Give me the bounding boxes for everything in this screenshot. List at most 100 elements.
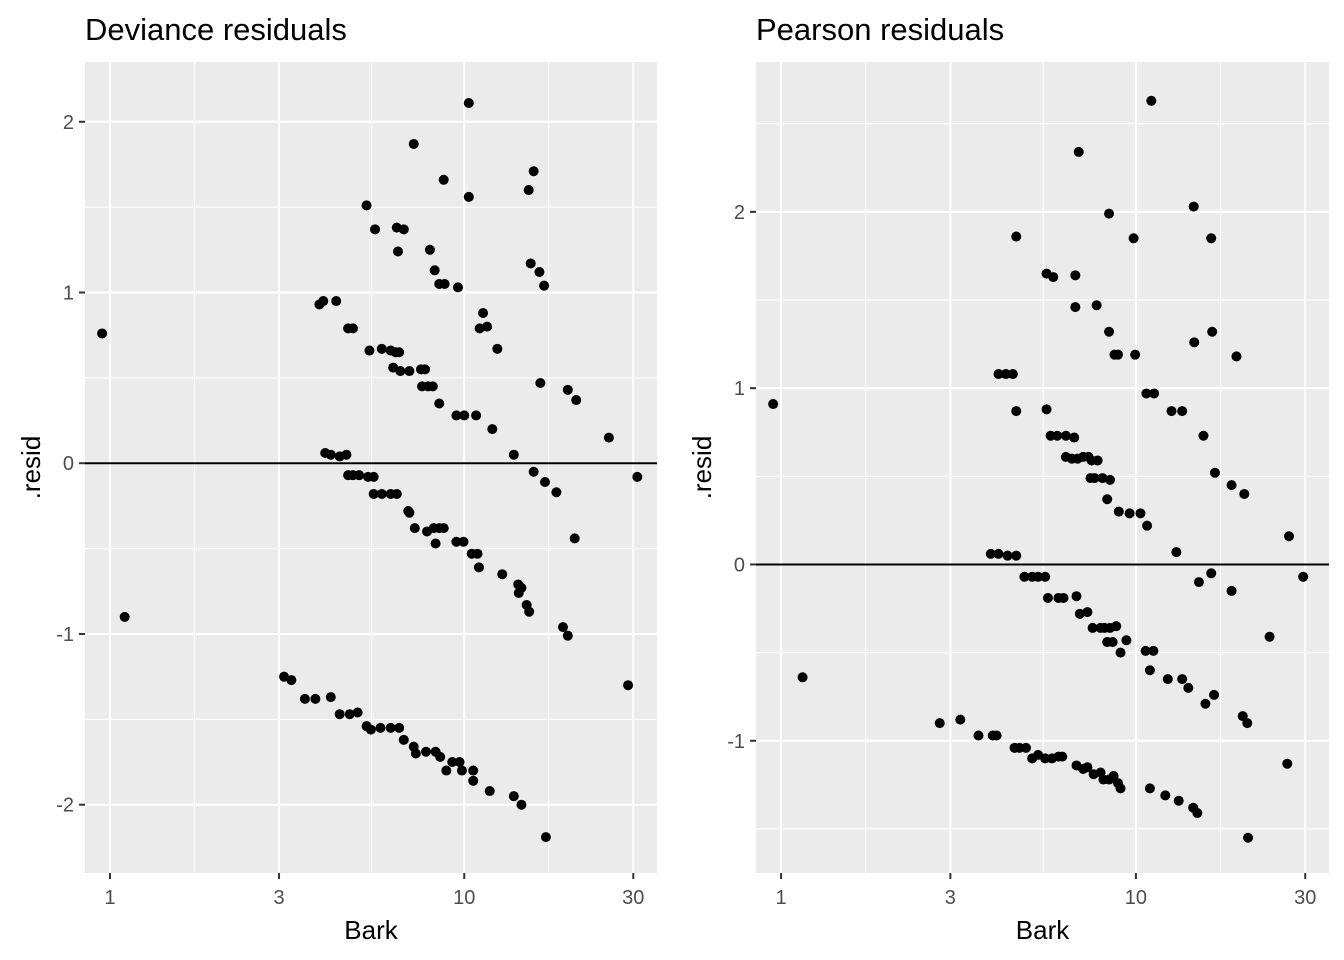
pearson-data-point xyxy=(1171,547,1182,558)
deviance-data-point xyxy=(325,692,336,703)
deviance-plot-panel xyxy=(85,62,657,873)
deviance-points xyxy=(85,97,657,843)
deviance-data-point xyxy=(558,622,569,633)
pearson-data-point xyxy=(1104,474,1115,485)
pearson-data-point xyxy=(1162,674,1173,685)
deviance-data-point xyxy=(341,449,352,460)
pearson-data-point xyxy=(1060,430,1071,441)
deviance-data-point xyxy=(438,174,449,185)
deviance-y-tick-label: 1 xyxy=(63,282,74,304)
pearson-data-point xyxy=(1231,351,1242,362)
pearson-data-point xyxy=(1146,95,1157,106)
deviance-data-point xyxy=(569,533,580,544)
pearson-residuals-chart: Pearson residuals 1 3 10 30 -1 0 1 2 Bark .resi… xyxy=(687,12,1329,945)
pearson-data-point xyxy=(1209,467,1220,478)
pearson-data-point xyxy=(1207,326,1218,337)
pearson-data-point xyxy=(1040,571,1051,582)
pearson-data-point xyxy=(1242,718,1253,729)
deviance-data-point xyxy=(347,323,358,334)
deviance-data-point xyxy=(528,466,539,477)
pearson-data-point xyxy=(1142,520,1153,531)
deviance-data-point xyxy=(487,424,498,435)
deviance-data-point xyxy=(562,630,573,641)
pearson-x-axis-title: Bark xyxy=(1016,915,1070,945)
deviance-y-tick-label: 2 xyxy=(63,112,74,134)
pearson-points xyxy=(756,95,1329,843)
deviance-data-point xyxy=(344,709,355,720)
deviance-data-point xyxy=(424,244,435,255)
pearson-data-point xyxy=(1200,698,1211,709)
deviance-data-point xyxy=(472,548,483,559)
deviance-data-point xyxy=(524,606,535,617)
pearson-data-point xyxy=(993,369,1004,380)
pearson-data-point xyxy=(1019,571,1030,582)
deviance-data-point xyxy=(404,507,415,518)
deviance-data-point xyxy=(528,166,539,177)
pearson-data-point xyxy=(1298,571,1309,582)
pearson-data-point xyxy=(1111,621,1122,632)
deviance-data-point xyxy=(463,191,474,202)
pearson-data-point xyxy=(1097,473,1108,484)
deviance-data-point xyxy=(458,536,469,547)
pearson-data-point xyxy=(1087,622,1098,633)
pearson-x-tick-label: 1 xyxy=(775,887,786,909)
pearson-data-point xyxy=(1264,631,1275,642)
deviance-data-point xyxy=(508,449,519,460)
deviance-data-point xyxy=(523,185,534,196)
pearson-data-point xyxy=(1002,550,1013,561)
deviance-data-point xyxy=(119,611,130,622)
pearson-data-point xyxy=(1173,795,1184,806)
deviance-data-point xyxy=(534,267,545,278)
pearson-data-point xyxy=(1089,473,1100,484)
pearson-chart-title: Pearson residuals xyxy=(756,12,1004,47)
pearson-y-tick-label: 0 xyxy=(734,554,745,576)
deviance-chart-title: Deviance residuals xyxy=(85,12,347,47)
deviance-data-point xyxy=(516,582,527,593)
deviance-data-point xyxy=(97,328,108,339)
deviance-data-point xyxy=(408,138,419,149)
pearson-data-point xyxy=(1128,233,1139,244)
deviance-data-point xyxy=(516,799,527,810)
pearson-data-point xyxy=(1183,682,1194,693)
deviance-data-point xyxy=(439,278,450,289)
deviance-x-tick-label: 10 xyxy=(453,887,475,909)
deviance-y-tick-label: -2 xyxy=(56,795,74,817)
pearson-data-point xyxy=(1144,665,1155,676)
deviance-data-point xyxy=(430,538,441,549)
deviance-data-point xyxy=(395,366,406,377)
pearson-data-point xyxy=(1141,388,1152,399)
deviance-x-tick-label: 30 xyxy=(622,887,644,909)
pearson-data-point xyxy=(1074,608,1085,619)
pearson-data-point xyxy=(1113,506,1124,517)
pearson-data-point xyxy=(1058,592,1069,603)
pearson-data-point xyxy=(1124,508,1135,519)
deviance-data-point xyxy=(474,323,485,334)
pearson-data-point xyxy=(1091,300,1102,311)
pearson-data-point xyxy=(1104,326,1115,337)
pearson-data-point xyxy=(1104,208,1115,219)
pearson-data-point xyxy=(1115,647,1126,658)
deviance-data-point xyxy=(497,569,508,580)
pearson-y-tick-label: 2 xyxy=(734,202,745,224)
pearson-data-point xyxy=(1284,531,1295,542)
deviance-data-point xyxy=(334,709,345,720)
deviance-data-point xyxy=(421,746,432,757)
deviance-data-point xyxy=(525,258,536,269)
deviance-data-point xyxy=(551,487,562,498)
deviance-data-point xyxy=(299,693,310,704)
pearson-data-point xyxy=(1041,404,1052,415)
pearson-data-point xyxy=(1239,488,1250,499)
deviance-data-point xyxy=(392,246,403,257)
pearson-data-point xyxy=(1226,585,1237,596)
pearson-data-point xyxy=(1020,742,1031,753)
pearson-data-point xyxy=(1206,233,1217,244)
deviance-y-tick-label: 0 xyxy=(63,453,74,475)
deviance-data-point xyxy=(482,321,493,332)
deviance-y-tick-label: -1 xyxy=(56,624,74,646)
pearson-data-point xyxy=(1209,689,1220,700)
pearson-data-point xyxy=(934,718,945,729)
deviance-data-point xyxy=(370,224,381,235)
pearson-data-point xyxy=(1082,762,1093,773)
deviance-data-point xyxy=(365,724,376,735)
